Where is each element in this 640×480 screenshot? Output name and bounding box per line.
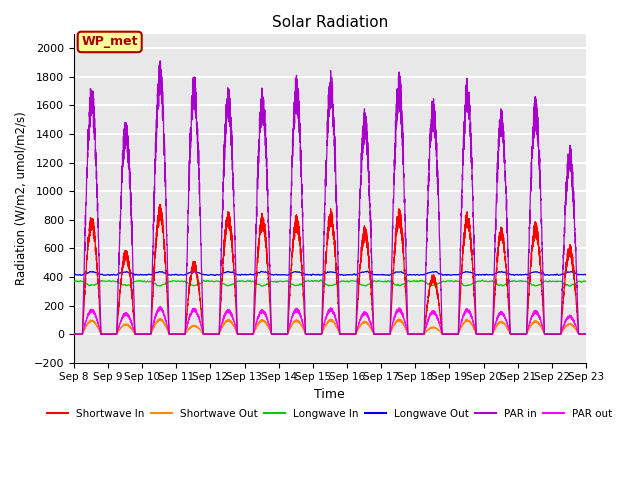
Text: WP_met: WP_met xyxy=(81,36,138,48)
Legend: Shortwave In, Shortwave Out, Longwave In, Longwave Out, PAR in, PAR out: Shortwave In, Shortwave Out, Longwave In… xyxy=(43,405,617,423)
Title: Solar Radiation: Solar Radiation xyxy=(272,15,388,30)
X-axis label: Time: Time xyxy=(314,388,345,401)
Y-axis label: Radiation (W/m2, umol/m2/s): Radiation (W/m2, umol/m2/s) xyxy=(15,111,28,285)
